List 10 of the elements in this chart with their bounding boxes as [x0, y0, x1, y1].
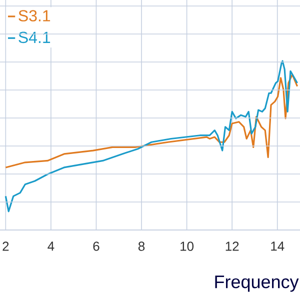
x-tick-label: 8	[138, 242, 145, 251]
x-tick-label: 2	[2, 242, 9, 251]
x-tick-label: 14	[271, 242, 284, 251]
x-axis-title: Frequency	[215, 276, 299, 292]
x-tick-label: 4	[48, 242, 54, 251]
legend-label: S3.1	[18, 10, 50, 22]
x-tick-label: 10	[180, 242, 194, 251]
x-tick-label: 6	[93, 242, 100, 251]
legend-label: S4.1	[18, 32, 50, 44]
x-tick-label: 12	[226, 242, 239, 251]
